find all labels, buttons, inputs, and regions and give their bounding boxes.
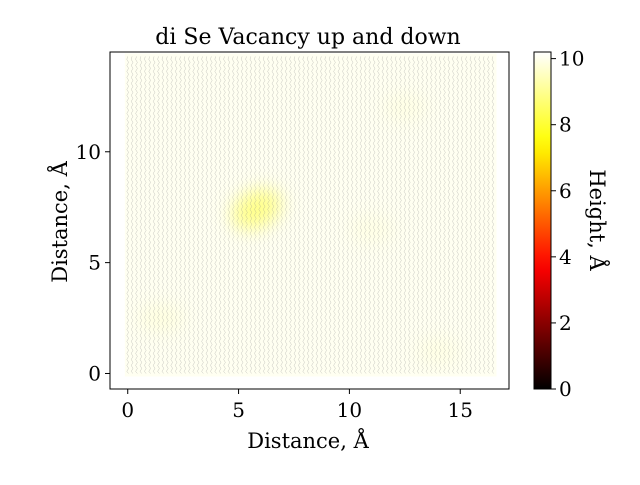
colorbar-tick-label: 6: [559, 179, 572, 203]
axes-frame: [109, 51, 510, 390]
colorbar: [533, 51, 552, 390]
y-tick-label: 10: [76, 140, 101, 164]
heatmap-feature: [349, 215, 394, 244]
chart-title: di Se Vacancy up and down: [155, 25, 460, 50]
colorbar-tick-label: 2: [559, 311, 572, 335]
colorbar-tick-label: 0: [559, 377, 572, 401]
heatmap-texture: [126, 56, 495, 374]
heatmap-feature: [382, 93, 427, 122]
x-tick-label: 0: [121, 398, 134, 422]
x-tick-label: 10: [337, 398, 362, 422]
y-axis-label: Distance, Å: [47, 160, 72, 282]
y-tick-label: 0: [88, 361, 101, 385]
colorbar-label: Height, Å: [585, 169, 610, 271]
heatmap-feature: [416, 337, 461, 366]
colorbar-tick-label: 4: [559, 245, 572, 269]
x-tick-label: 5: [232, 398, 245, 422]
colorbar-tick-label: 10: [559, 47, 584, 71]
x-tick-label: 15: [448, 398, 473, 422]
colorbar-tick-label: 8: [559, 113, 572, 137]
heatmap-base: [124, 53, 497, 377]
x-axis-label: Distance, Å: [247, 428, 369, 453]
y-tick-label: 5: [88, 251, 101, 275]
heatmap-layer: [124, 53, 497, 377]
